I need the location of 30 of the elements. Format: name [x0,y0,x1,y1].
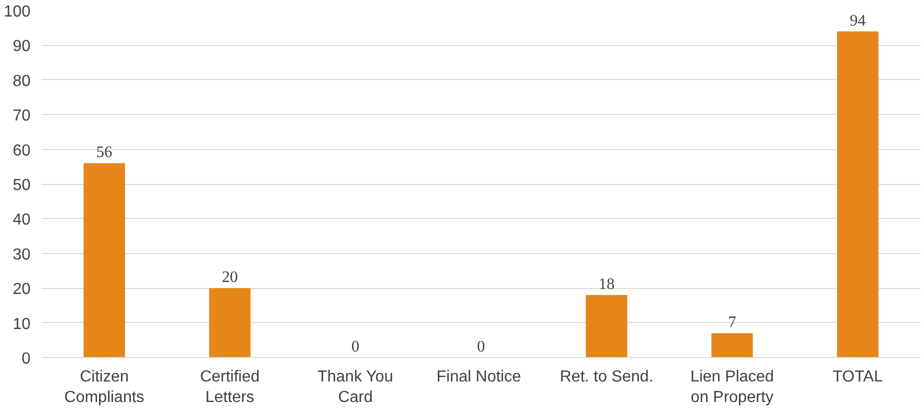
y-tick-label: 90 [12,38,31,56]
y-tick-label: 60 [12,142,31,160]
x-tick-label: Final Notice [436,368,522,386]
x-tick-label: Citizen Compliants [64,368,144,406]
x-tick-label: TOTAL [832,368,883,386]
x-tick-label: Thank You Card [317,368,394,406]
bar [836,31,878,358]
y-tick-label: 50 [12,177,31,194]
y-tick-label: 80 [12,72,31,90]
x-tick-label: Lien Placed on Property [690,368,774,406]
data-label: 94 [850,12,866,30]
data-label: 56 [96,144,112,162]
data-label: 18 [598,276,615,294]
bar [209,288,251,358]
y-tick-label: 0 [22,350,31,368]
x-tick-label: Certified Letters [200,368,260,406]
data-label: 7 [728,314,736,332]
data-label: 20 [222,269,238,286]
data-label: 0 [351,338,360,356]
bar [711,333,753,358]
y-tick-label: 10 [12,316,31,333]
x-tick-label: Ret. to Send. [560,368,654,386]
bar [586,295,628,358]
data-label: 0 [477,338,485,356]
bar [84,163,126,358]
y-tick-label: 30 [12,246,31,264]
y-tick-label: 40 [12,212,31,229]
y-tick-label: 20 [12,281,31,298]
y-tick-label: 100 [4,4,31,20]
y-tick-label: 70 [12,108,31,125]
